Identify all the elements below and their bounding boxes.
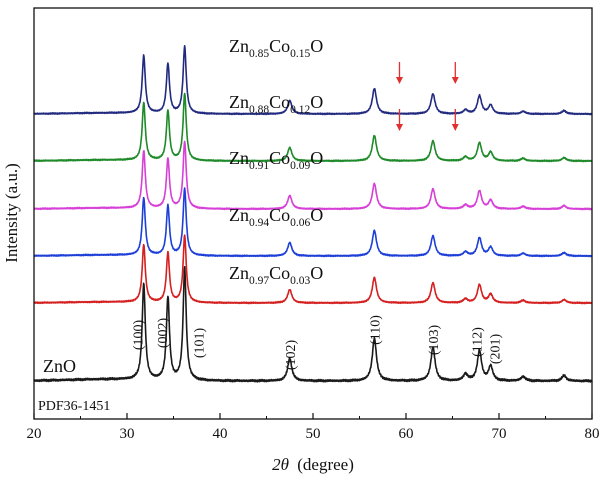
series-label-part: 0.09 <box>290 160 310 172</box>
series-label-part: 0.85 <box>249 48 269 60</box>
series-label-part: Zn <box>229 263 249 283</box>
series-label-part: O <box>310 92 323 112</box>
series-label: ZnO <box>43 356 76 376</box>
y-axis-title: Intensity (a.u.) <box>2 163 21 263</box>
series-label-part: 0.03 <box>290 275 310 287</box>
series-label-part: ZnO <box>43 356 76 376</box>
series-label-part: 0.94 <box>249 217 269 229</box>
series-label-part: Co <box>269 92 290 112</box>
x-axis-title: 2θ (degree) <box>272 455 354 474</box>
peak-label: (201) <box>489 334 504 365</box>
series-label-part: 0.12 <box>290 104 310 116</box>
impurity-arrowhead <box>451 124 459 131</box>
series-label-part: Zn <box>229 148 249 168</box>
peak-label: (102) <box>284 340 299 371</box>
peak-label: (112) <box>471 327 486 357</box>
series-line <box>33 92 593 163</box>
series-label-part: 0.91 <box>249 160 269 172</box>
x-tick-label: 30 <box>120 426 135 442</box>
series-label-part: 0.97 <box>249 275 269 287</box>
series-label-part: O <box>310 205 323 225</box>
peak-label: (101) <box>193 328 208 359</box>
series-label-part: O <box>310 36 323 56</box>
axis-layer: 20 30 40 50 60 70 80 <box>27 413 600 442</box>
x-tick-label: 70 <box>492 426 507 442</box>
series-label: Zn0.88Co0.12O <box>229 92 323 116</box>
series-label-part: Zn <box>229 92 249 112</box>
series-line <box>33 140 593 211</box>
reference-label: PDF36-1451 <box>38 399 110 414</box>
peak-label: (103) <box>427 325 442 356</box>
series-label-part: Co <box>269 205 290 225</box>
series-label-part: 0.06 <box>290 217 310 229</box>
series-label-part: O <box>310 263 323 283</box>
x-axis-symbol: 2θ <box>272 455 289 474</box>
series-label-part: Zn <box>229 205 249 225</box>
peak-label: (002) <box>156 318 171 349</box>
series-label-part: Co <box>269 36 290 56</box>
label-layer: ZnOZn0.97Co0.03OZn0.94Co0.06OZn0.91Co0.0… <box>43 36 504 376</box>
impurity-arrowhead <box>395 124 403 131</box>
series-line <box>33 265 593 383</box>
impurity-arrowhead <box>395 77 403 84</box>
series-label-part: Co <box>269 148 290 168</box>
series-layer <box>33 44 593 383</box>
series-label: Zn0.91Co0.09O <box>229 148 323 172</box>
series-line <box>33 234 593 305</box>
series-label: Zn0.97Co0.03O <box>229 263 323 287</box>
x-tick-label: 80 <box>585 426 600 442</box>
peak-label: (100) <box>132 320 147 351</box>
x-tick-label: 40 <box>213 426 228 442</box>
x-tick-label: 60 <box>399 426 414 442</box>
series-label-part: Co <box>269 263 290 283</box>
series-line <box>33 44 593 116</box>
series-label-part: 0.15 <box>290 48 310 60</box>
series-line <box>33 187 593 258</box>
x-axis-unit: (degree) <box>297 455 354 474</box>
x-tick-label: 50 <box>306 426 321 442</box>
series-label: Zn0.94Co0.06O <box>229 205 323 229</box>
x-tick-label: 20 <box>27 426 42 442</box>
series-label-part: O <box>310 148 323 168</box>
peak-label: (110) <box>368 315 383 345</box>
series-label-part: 0.88 <box>249 104 269 116</box>
series-label: Zn0.85Co0.15O <box>229 36 323 60</box>
impurity-arrowhead <box>451 77 459 84</box>
series-label-part: Zn <box>229 36 249 56</box>
